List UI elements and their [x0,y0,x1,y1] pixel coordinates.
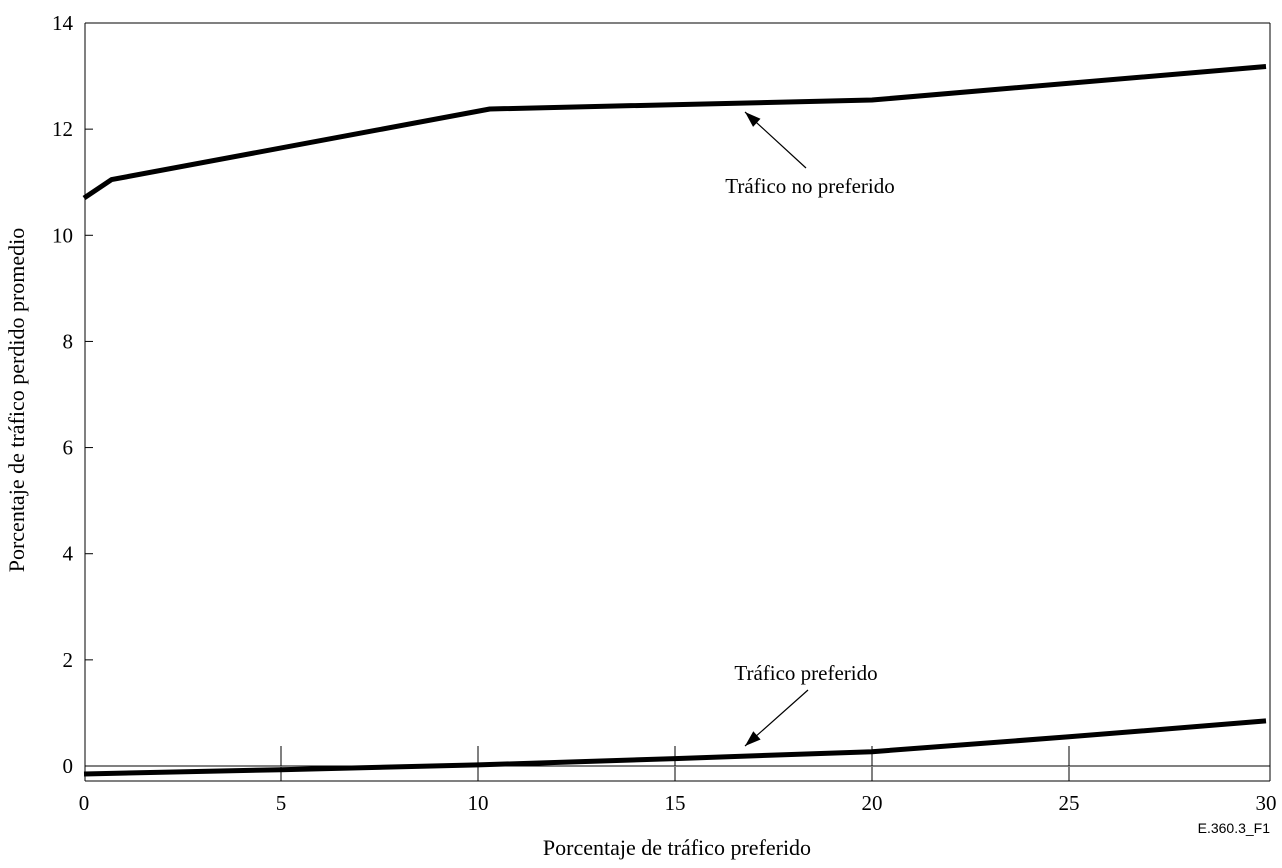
figure-id-label: E.360.3_F1 [1198,820,1271,836]
annotation-trafico-no-preferido: Tráfico no preferido [725,174,895,198]
series-line-no-preferido [82,64,1267,201]
axis-ticks: 0 2 4 6 8 10 12 14 0 5 10 15 20 25 30 [52,11,1277,815]
y-tick-label: 10 [52,223,73,247]
x-axis-title: Porcentaje de tráfico preferido [543,835,811,860]
x-tick-label: 5 [276,791,287,815]
x-tick-label: 30 [1256,791,1277,815]
annotation-trafico-preferido: Tráfico preferido [734,661,877,685]
x-tick-label: 10 [468,791,489,815]
annotations: Tráfico no preferido Tráfico preferido [725,111,895,747]
x-tick-label: 0 [79,791,90,815]
x-tick-label: 15 [665,791,686,815]
annotation-arrow-no-preferido-head [745,112,761,127]
y-tick-label: 2 [63,648,74,672]
annotation-arrow-preferido-head [745,731,761,746]
y-tick-label: 8 [63,329,74,353]
series-lines [82,64,1267,777]
plot-frame [84,22,1271,782]
y-tick-label: 14 [52,11,74,35]
y-tick-label: 6 [63,436,74,460]
y-tick-label: 0 [63,754,74,778]
x-tick-label: 25 [1059,791,1080,815]
y-tick-label: 12 [52,117,73,141]
y-axis-title: Porcentaje de tráfico perdido promedio [4,228,29,573]
x-tick-label: 20 [862,791,883,815]
series-line-preferido [83,718,1267,777]
y-tick-label: 4 [63,542,74,566]
